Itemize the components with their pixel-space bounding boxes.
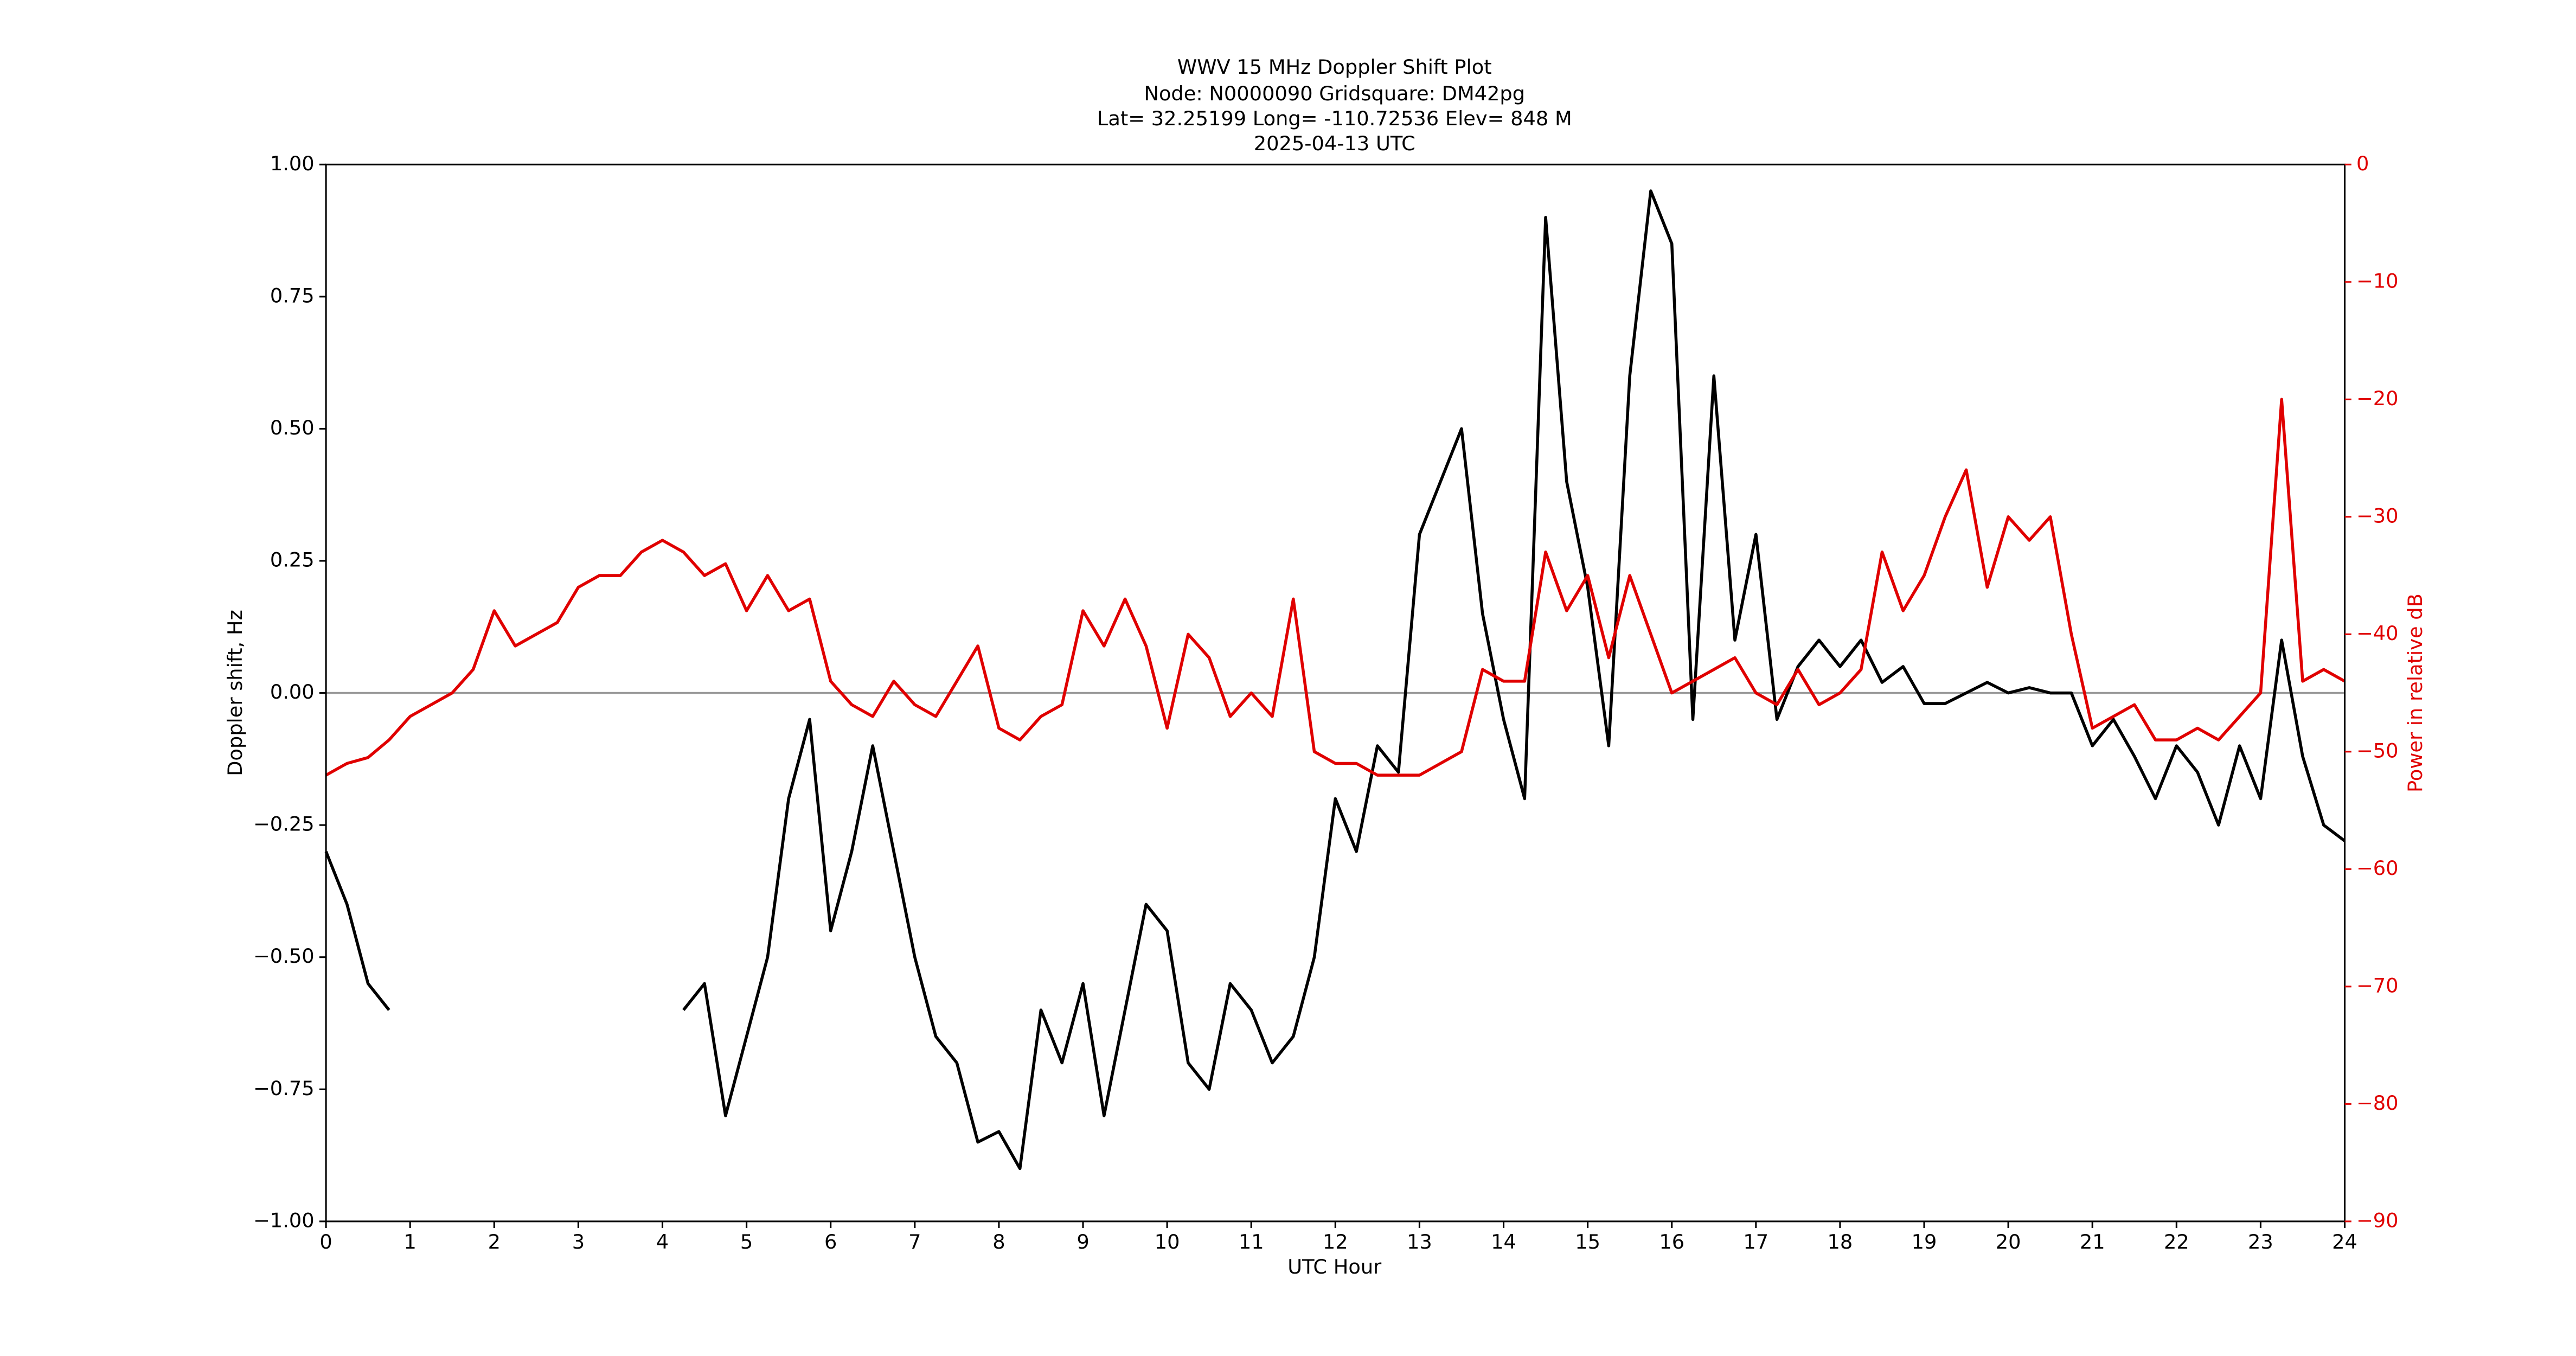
y-tick-label: −0.75	[253, 1077, 315, 1100]
y-tick-label: 0.00	[270, 680, 315, 703]
y2-tick-label: −20	[2356, 387, 2399, 410]
y-axis-label: Doppler shift, Hz	[223, 610, 247, 776]
y2-tick-label: −70	[2356, 974, 2399, 997]
y-tick-label: 0.50	[270, 416, 315, 439]
y2-tick-label: −50	[2356, 739, 2399, 762]
x-tick-label: 16	[1659, 1230, 1684, 1253]
x-tick-label: 24	[2332, 1230, 2357, 1253]
y-tick-label: −1.00	[253, 1208, 315, 1232]
x-tick-label: 17	[1743, 1230, 1768, 1253]
y2-tick-label: −60	[2356, 856, 2399, 880]
x-tick-label: 6	[824, 1230, 837, 1253]
x-tick-label: 14	[1491, 1230, 1516, 1253]
x-tick-label: 18	[1828, 1230, 1853, 1253]
x-tick-label: 2	[488, 1230, 501, 1253]
x-tick-label: 0	[319, 1230, 332, 1253]
chart-title: WWV 15 MHz Doppler Shift Plot	[1177, 55, 1492, 79]
y2-tick-label: −30	[2356, 504, 2399, 527]
x-tick-label: 10	[1155, 1230, 1180, 1253]
x-tick-label: 1	[404, 1230, 416, 1253]
x-tick-label: 22	[2164, 1230, 2189, 1253]
x-tick-label: 7	[908, 1230, 921, 1253]
y-tick-label: 0.75	[270, 284, 315, 307]
series-line	[324, 189, 2346, 1170]
y-tick-label: 0.25	[270, 548, 315, 572]
series-line	[325, 398, 2346, 777]
x-tick-label: 20	[1996, 1230, 2021, 1253]
y2-tick-label: 0	[2356, 152, 2369, 175]
x-tick-label: 8	[992, 1230, 1005, 1253]
y2-tick-label: −40	[2356, 622, 2399, 645]
x-tick-label: 3	[572, 1230, 585, 1253]
y2-axis-label: Power in relative dB	[2404, 593, 2427, 792]
x-tick-label: 21	[2080, 1230, 2105, 1253]
x-axis-label: UTC Hour	[1287, 1255, 1382, 1278]
x-tick-label: 19	[1912, 1230, 1937, 1253]
x-tick-label: 15	[1575, 1230, 1600, 1253]
chart-title: 2025-04-13 UTC	[1254, 132, 1415, 155]
y-tick-label: −0.25	[253, 813, 315, 836]
x-tick-label: 12	[1323, 1230, 1348, 1253]
chart-title: Lat= 32.25199 Long= -110.72536 Elev= 848…	[1097, 107, 1572, 130]
y2-tick-label: −90	[2356, 1208, 2399, 1232]
y-tick-label: 1.00	[270, 152, 315, 175]
y2-tick-label: −80	[2356, 1091, 2399, 1115]
x-tick-label: 11	[1239, 1230, 1264, 1253]
y-tick-label: −0.50	[253, 944, 315, 968]
chart-title: Node: N0000090 Gridsquare: DM42pg	[1144, 82, 1525, 105]
plot-frame	[325, 163, 2346, 1223]
x-tick-label: 13	[1407, 1230, 1432, 1253]
x-tick-label: 23	[2248, 1230, 2273, 1253]
x-tick-label: 5	[740, 1230, 753, 1253]
y2-tick-label: −10	[2356, 269, 2399, 292]
x-tick-label: 9	[1076, 1230, 1089, 1253]
x-tick-label: 4	[656, 1230, 669, 1253]
